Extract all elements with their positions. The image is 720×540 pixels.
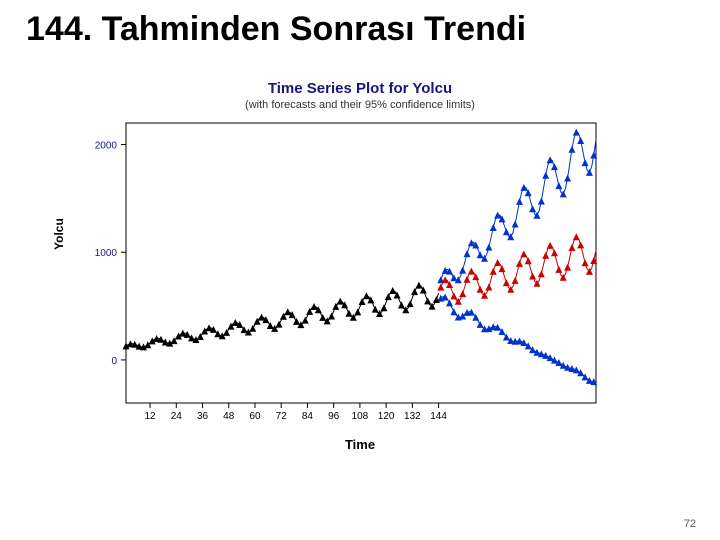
svg-text:36: 36 <box>197 411 209 422</box>
svg-text:48: 48 <box>223 411 235 422</box>
svg-text:84: 84 <box>302 411 314 422</box>
chart-container: Time Series Plot for Yolcu (with forecas… <box>80 80 640 480</box>
svg-text:96: 96 <box>328 411 340 422</box>
y-axis-label: Yolcu <box>52 218 66 250</box>
svg-text:0: 0 <box>111 356 117 367</box>
page-number: 72 <box>684 518 696 530</box>
svg-text:24: 24 <box>171 411 183 422</box>
svg-text:144: 144 <box>430 411 447 422</box>
svg-text:60: 60 <box>249 411 261 422</box>
x-axis-label: Time <box>80 437 640 452</box>
plot-area: 0 1000 2000 12 24 36 48 60 72 84 96 108 120 132 144 <box>80 117 606 433</box>
chart-title: Time Series Plot for Yolcu <box>80 80 640 97</box>
svg-text:120: 120 <box>378 411 395 422</box>
svg-text:1000: 1000 <box>95 248 118 259</box>
chart-subtitle: (with forecasts and their 95% confidence… <box>80 99 640 111</box>
svg-text:12: 12 <box>144 411 156 422</box>
svg-text:72: 72 <box>276 411 288 422</box>
svg-text:132: 132 <box>404 411 421 422</box>
slide-title: 144. Tahminden Sonrası Trendi <box>26 10 526 49</box>
svg-text:108: 108 <box>352 411 369 422</box>
svg-text:2000: 2000 <box>95 141 118 152</box>
